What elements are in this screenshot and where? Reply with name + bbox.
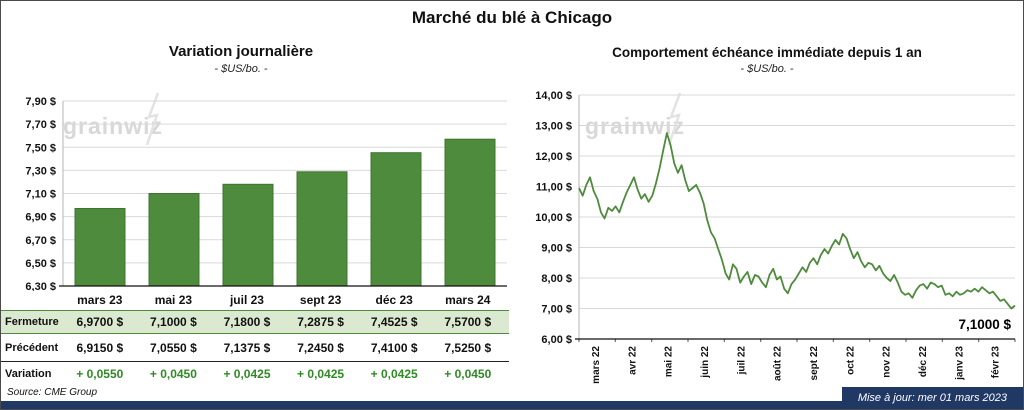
svg-text:juil 22: juil 22 bbox=[736, 346, 747, 376]
table-header-row: mars 23 mai 23 juil 23 sept 23 déc 23 mars 24 bbox=[1, 289, 509, 310]
svg-text:7,00 $: 7,00 $ bbox=[541, 304, 572, 316]
svg-text:12,00 $: 12,00 $ bbox=[535, 151, 572, 163]
svg-text:nov 22: nov 22 bbox=[882, 346, 893, 378]
svg-text:7,70 $: 7,70 $ bbox=[25, 119, 56, 131]
table-cell: + 0,0550 bbox=[76, 366, 124, 381]
fermeture-row: Fermeture 6,9700 $ 7,1000 $ 7,1800 $ 7,2875 … bbox=[1, 310, 509, 334]
svg-text:mars 22: mars 22 bbox=[591, 346, 602, 384]
last-updated-label: Mise à jour: mer 01 mars 2023 bbox=[841, 387, 1023, 409]
row-label: Fermeture bbox=[5, 316, 59, 328]
table-cell: mars 24 bbox=[445, 292, 491, 307]
table-cell: 7,4100 $ bbox=[370, 340, 418, 355]
svg-text:juin 22: juin 22 bbox=[700, 346, 711, 379]
price-table: mars 23 mai 23 juil 23 sept 23 déc 23 mars 24… bbox=[1, 289, 509, 385]
table-cell: 7,2875 $ bbox=[297, 315, 344, 329]
svg-text:7,90 $: 7,90 $ bbox=[25, 96, 56, 108]
table-cell: + 0,0425 bbox=[297, 366, 345, 381]
table-cell: 7,1000 $ bbox=[150, 315, 197, 329]
table-cell: 7,1800 $ bbox=[223, 315, 271, 329]
svg-text:déc 22: déc 22 bbox=[918, 346, 929, 378]
svg-text:août 22: août 22 bbox=[773, 346, 784, 381]
svg-text:11,00 $: 11,00 $ bbox=[536, 182, 572, 194]
variation-row: Variation + 0,0550 + 0,0450 + 0,0425 + 0,042… bbox=[1, 361, 509, 385]
svg-text:9,00 $: 9,00 $ bbox=[541, 243, 572, 255]
svg-text:7,1000 $: 7,1000 $ bbox=[958, 317, 1011, 332]
svg-text:sept 22: sept 22 bbox=[809, 346, 820, 381]
table-cell: 6,9150 $ bbox=[76, 340, 124, 355]
table-cell: + 0,0425 bbox=[223, 366, 271, 381]
row-label: Précédent bbox=[5, 341, 59, 354]
footer-navy-strip bbox=[1, 401, 1023, 409]
lightning-bolt-icon bbox=[667, 92, 682, 146]
precedent-row: Précédent 6,9150 $ 7,0550 $ 7,1375 $ 7,2450 … bbox=[1, 334, 509, 361]
table-cell: 6,9700 $ bbox=[76, 315, 124, 329]
svg-text:6,30 $: 6,30 $ bbox=[25, 281, 56, 291]
table-cell: sept 23 bbox=[299, 292, 342, 307]
table-cell: mars 23 bbox=[77, 292, 123, 307]
svg-text:10,00 $: 10,00 $ bbox=[535, 212, 572, 224]
lightning-bolt-icon bbox=[145, 92, 160, 146]
svg-text:7,30 $: 7,30 $ bbox=[25, 165, 56, 177]
watermark-text: grainwiz bbox=[63, 113, 164, 139]
table-cell: 7,2450 $ bbox=[297, 340, 344, 355]
table-cell: 7,0550 $ bbox=[150, 340, 197, 355]
grainwiz-watermark: grainwiz bbox=[63, 92, 164, 146]
table-cell: mai 23 bbox=[154, 292, 193, 307]
left-chart-subtitle: - $US/bo. - bbox=[214, 63, 268, 75]
daily-variation-bar-chart: 6,30 $ 6,50 $ 6,70 $ 6,90 $ 7,10 $ 7,30 $ 7,50… bbox=[25, 96, 507, 291]
row-label: Variation bbox=[5, 367, 52, 380]
svg-text:8,00 $: 8,00 $ bbox=[541, 273, 572, 285]
table-cell: + 0,0450 bbox=[149, 366, 197, 381]
right-chart-subtitle: - $US/bo. - bbox=[740, 63, 794, 75]
svg-text:janv 23: janv 23 bbox=[954, 346, 965, 381]
last-updated-text: Mise à jour: mer 01 mars 2023 bbox=[857, 392, 1007, 404]
right-chart-title: Comportement échéance immédiate depuis 1… bbox=[612, 45, 922, 60]
svg-text:6,70 $: 6,70 $ bbox=[25, 235, 56, 247]
table-cell: déc 23 bbox=[375, 292, 413, 307]
table-cell: + 0,0425 bbox=[370, 366, 418, 381]
svg-text:14,00 $: 14,00 $ bbox=[535, 90, 572, 102]
left-chart-title: Variation journalière bbox=[168, 43, 314, 60]
table-cell: 7,5250 $ bbox=[444, 340, 492, 355]
table-cell: 7,1375 $ bbox=[223, 340, 271, 355]
svg-text:13,00 $: 13,00 $ bbox=[535, 121, 572, 133]
svg-text:6,00 $: 6,00 $ bbox=[541, 334, 572, 346]
table-cell: 7,5700 $ bbox=[444, 315, 492, 329]
svg-text:7,10 $: 7,10 $ bbox=[25, 189, 56, 201]
table-cell: 7,4525 $ bbox=[370, 315, 418, 329]
svg-text:6,90 $: 6,90 $ bbox=[25, 212, 56, 224]
page-title: Marché du blé à Chicago bbox=[411, 8, 613, 27]
svg-text:oct 22: oct 22 bbox=[845, 346, 856, 375]
svg-text:mai 22: mai 22 bbox=[664, 346, 675, 378]
svg-text:6,50 $: 6,50 $ bbox=[25, 258, 56, 270]
svg-text:avr 22: avr 22 bbox=[627, 346, 638, 375]
one-year-line-chart: 6,00 $ 7,00 $ 8,00 $ 9,00 $ 10,00 $ 11,00 $ 12… bbox=[535, 90, 1016, 384]
source-label: Source: CME Group bbox=[7, 387, 98, 398]
svg-text:7,50 $: 7,50 $ bbox=[25, 142, 56, 154]
svg-text:févr 23: févr 23 bbox=[991, 346, 1002, 379]
table-cell: + 0,0450 bbox=[444, 366, 492, 381]
table-cell: juil 23 bbox=[229, 292, 264, 307]
